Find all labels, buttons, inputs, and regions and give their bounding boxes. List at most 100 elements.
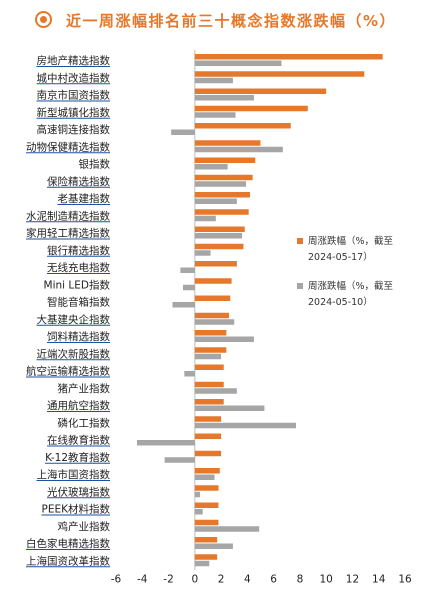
- bar-series-0510: [194, 526, 260, 532]
- bar-series-0517: [194, 485, 219, 491]
- x-tick-label: 12: [346, 573, 359, 585]
- bar-series-0517: [194, 312, 229, 319]
- x-tick-label: -6: [111, 573, 122, 585]
- bar-series-0510: [194, 336, 254, 342]
- bar-series-0510: [194, 250, 211, 256]
- bar-series-0517: [194, 330, 227, 336]
- category-label: K-12教育指数: [45, 451, 110, 464]
- category-label: 上海市国资指数: [37, 468, 111, 481]
- legend-label-date: 2024-05-17）: [308, 251, 373, 263]
- legend-label: 周涨跌幅（%，截至: [308, 235, 393, 247]
- bar-series-0517: [194, 468, 220, 474]
- legend-swatch-0517: [297, 238, 303, 244]
- x-tick-label: 8: [297, 573, 304, 585]
- category-label: 高速铜连接指数: [37, 123, 111, 136]
- category-label: 银指数: [79, 158, 111, 171]
- category-label: 鸡产业指数: [58, 520, 111, 533]
- bar-series-0510: [194, 405, 265, 411]
- bar-series-0510: [171, 129, 195, 135]
- bar-series-0510: [194, 146, 283, 153]
- bar-series-0517: [194, 416, 222, 422]
- bar-series-0510: [194, 353, 222, 360]
- x-tick-label: 16: [398, 573, 412, 585]
- category-label: 通用航空指数: [47, 399, 110, 412]
- bar-series-0510: [182, 284, 195, 291]
- category-label: 猪产业指数: [58, 382, 111, 395]
- bar-series-0510: [194, 474, 215, 480]
- category-label: 动物保健精选指数: [26, 140, 110, 153]
- category-label: 饲料精选指数: [47, 330, 110, 343]
- x-tick-label: 10: [319, 573, 332, 585]
- legend-label-date: 2024-05-10）: [308, 296, 373, 308]
- target-bullet-icon: [35, 11, 52, 28]
- category-label: 大基建央企指数: [37, 313, 111, 326]
- bar-series-0510: [194, 198, 237, 204]
- bar-series-0510: [180, 267, 195, 273]
- bar-series-0517: [194, 364, 224, 370]
- bar-series-0510: [194, 560, 210, 567]
- bar-series-0517: [194, 123, 291, 129]
- bar-series-0517: [194, 381, 224, 388]
- bar-series-0510: [172, 302, 195, 308]
- category-label: 上海国资改革指数: [26, 554, 110, 567]
- bar-series-0510: [194, 77, 233, 84]
- category-label: 城中村改造指数: [37, 71, 111, 84]
- category-label: 光伏玻璃指数: [47, 485, 110, 498]
- x-tick-label: 2: [218, 573, 225, 585]
- bar-series-0517: [194, 433, 222, 439]
- bar-series-0517: [194, 554, 218, 560]
- category-label: 水泥制造精选指数: [26, 209, 110, 222]
- bar-series-0510: [194, 491, 201, 498]
- x-tick-label: 4: [244, 573, 251, 585]
- category-label: 白色家电精选指数: [26, 537, 110, 550]
- bar-series-0510: [194, 164, 228, 170]
- category-label: 南京市国资指数: [37, 89, 111, 102]
- bar-series-0510: [194, 181, 247, 187]
- bar-series-0510: [194, 319, 235, 325]
- bar-series-0517: [194, 226, 245, 232]
- bar-series-0517: [194, 105, 308, 112]
- category-label: PEEK材料指数: [42, 503, 111, 516]
- bar-series-0517: [194, 278, 232, 284]
- category-label: 银行精选指数: [47, 244, 110, 257]
- bar-series-0510: [194, 60, 282, 66]
- category-label: 老基建指数: [58, 192, 111, 205]
- x-tick-label: -2: [163, 573, 173, 585]
- bar-series-0517: [194, 157, 256, 163]
- bar-series-0510: [194, 543, 233, 549]
- bar-series-0517: [194, 209, 249, 215]
- bar-series-0517: [194, 88, 327, 94]
- bar-series-0510: [194, 112, 236, 118]
- category-label: 在线教育指数: [47, 434, 110, 447]
- bar-series-0517: [194, 243, 244, 250]
- bar-series-0510: [194, 509, 203, 515]
- bar-series-0517: [194, 519, 219, 526]
- bar-series-0517: [194, 347, 227, 353]
- x-tick-label: 14: [372, 573, 386, 585]
- bar-series-0517: [194, 192, 250, 198]
- bar-series-0517: [194, 295, 231, 301]
- legend-swatch-0510: [297, 283, 303, 289]
- bar-series-0510: [184, 371, 195, 377]
- category-label: 无线充电指数: [47, 261, 110, 274]
- bar-series-0510: [194, 95, 254, 101]
- bar-series-0510: [194, 233, 243, 239]
- bar-series-0510: [194, 422, 296, 429]
- bar-series-0517: [194, 502, 219, 508]
- bar-series-0510: [194, 215, 216, 222]
- bar-series-0517: [194, 537, 218, 543]
- bar-series-0517: [194, 450, 222, 457]
- chart-title: 近一周涨幅排名前三十概念指数涨跌幅（%）: [66, 12, 397, 30]
- bar-series-0517: [194, 261, 237, 267]
- category-label: 近端次新股指数: [37, 347, 111, 360]
- bar-series-0510: [164, 457, 195, 463]
- bar-series-0517: [194, 54, 383, 60]
- category-label: 航空运输精选指数: [26, 365, 110, 378]
- bar-series-0517: [194, 71, 365, 77]
- legend-label: 周涨跌幅（%，截至: [308, 280, 393, 292]
- category-label: 房地产精选指数: [37, 54, 111, 67]
- x-tick-label: -4: [137, 573, 148, 585]
- x-tick-label: 0: [191, 573, 198, 585]
- chart-title-row: 近一周涨幅排名前三十概念指数涨跌幅（%）: [0, 0, 424, 40]
